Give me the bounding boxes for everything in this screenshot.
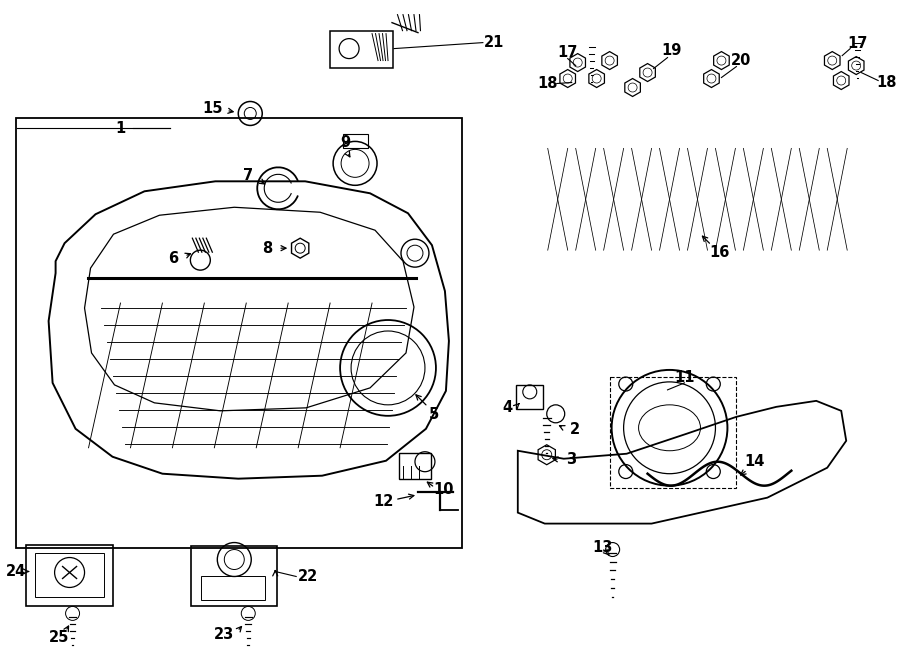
Text: 1: 1 xyxy=(115,121,126,136)
Text: 2: 2 xyxy=(570,422,580,438)
Text: 14: 14 xyxy=(744,454,765,469)
Text: 24: 24 xyxy=(5,564,26,579)
Text: 21: 21 xyxy=(483,35,504,50)
Text: 20: 20 xyxy=(731,53,752,68)
Text: 17: 17 xyxy=(847,36,868,51)
Text: 6: 6 xyxy=(168,251,178,266)
Text: 22: 22 xyxy=(298,569,319,584)
Text: 11: 11 xyxy=(674,370,695,385)
Text: 17: 17 xyxy=(557,45,578,60)
Text: 7: 7 xyxy=(243,168,253,183)
Text: 18: 18 xyxy=(876,75,896,90)
Text: 18: 18 xyxy=(537,76,558,91)
Text: 23: 23 xyxy=(214,627,234,642)
Text: 5: 5 xyxy=(428,407,439,422)
Text: 10: 10 xyxy=(434,482,454,497)
Text: 4: 4 xyxy=(503,401,513,415)
Text: 13: 13 xyxy=(592,540,613,555)
Text: 15: 15 xyxy=(202,101,222,116)
Text: 25: 25 xyxy=(49,630,68,645)
Text: 9: 9 xyxy=(340,135,350,150)
Text: 16: 16 xyxy=(709,245,730,260)
Text: 19: 19 xyxy=(662,43,681,58)
Text: 8: 8 xyxy=(262,241,273,256)
Text: 3: 3 xyxy=(565,452,576,467)
Text: 12: 12 xyxy=(373,494,393,509)
